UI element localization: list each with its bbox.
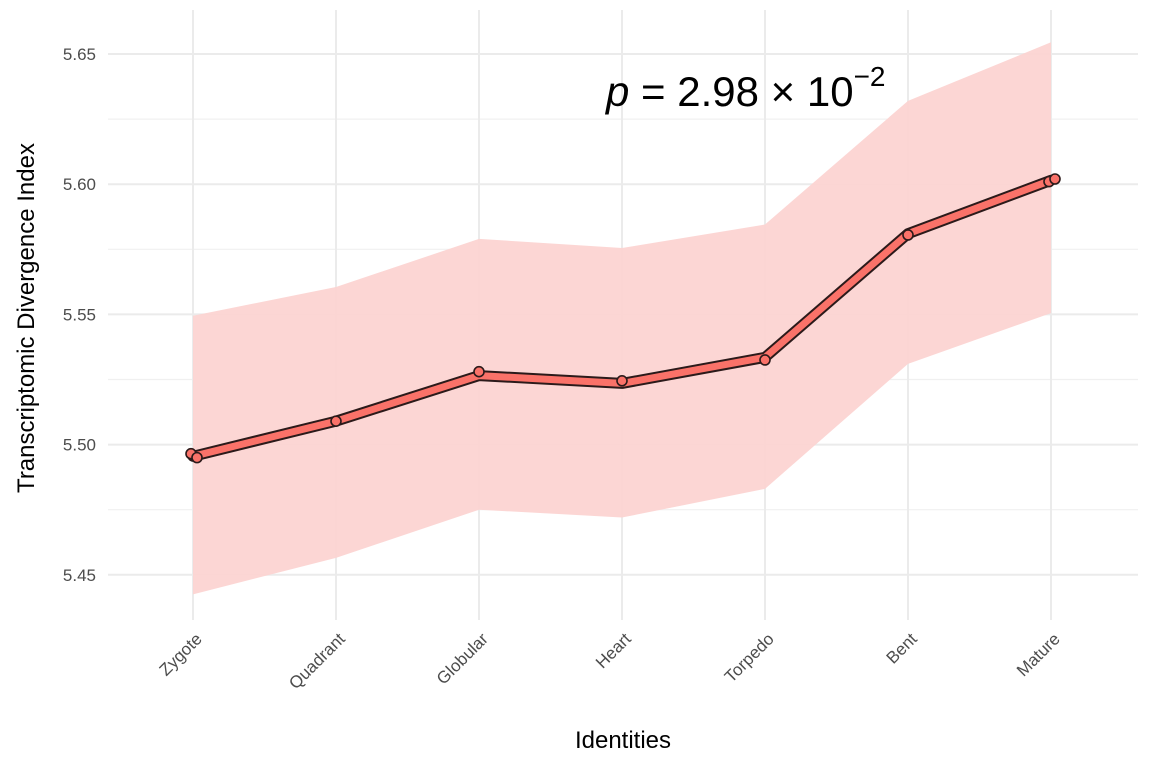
- data-point: [191, 451, 203, 464]
- x-tick-labels: Zygote Quadrant Globular Heart Torpedo Bent Ma…: [156, 629, 1064, 693]
- x-tick-label: Heart: [592, 629, 635, 672]
- x-tick-label: Zygote: [156, 629, 206, 679]
- p-value-exponent: −2: [854, 61, 886, 92]
- y-tick-label: 5.55: [63, 305, 96, 324]
- y-axis-title: Transcriptomic Divergence Index: [13, 143, 40, 493]
- y-tick-label: 5.60: [63, 175, 96, 194]
- p-value-text: = 2.98 × 10: [629, 68, 853, 115]
- x-tick-label: Bent: [883, 629, 921, 667]
- confidence-ribbon: [193, 42, 1051, 595]
- data-point: [616, 375, 628, 387]
- y-tick-label: 5.45: [63, 566, 96, 585]
- data-point: [330, 415, 342, 427]
- data-point: [1049, 173, 1061, 185]
- confidence-ribbon-layer: [193, 42, 1051, 595]
- y-tick-labels: 5.45 5.50 5.55 5.60 5.65: [63, 45, 96, 585]
- data-point: [759, 354, 771, 366]
- x-tick-label: Mature: [1013, 629, 1064, 680]
- y-tick-label: 5.50: [63, 436, 96, 455]
- data-point: [473, 365, 485, 378]
- x-axis-title: Identities: [575, 727, 671, 754]
- x-tick-label: Torpedo: [721, 629, 778, 686]
- x-tick-label: Quadrant: [285, 629, 349, 693]
- data-points: [185, 173, 1061, 464]
- p-value-annotation: p = 2.98 × 10−2: [604, 61, 886, 115]
- p-symbol: p: [604, 68, 629, 115]
- data-point: [902, 229, 914, 241]
- y-tick-label: 5.65: [63, 45, 96, 64]
- x-tick-label: Globular: [433, 629, 492, 688]
